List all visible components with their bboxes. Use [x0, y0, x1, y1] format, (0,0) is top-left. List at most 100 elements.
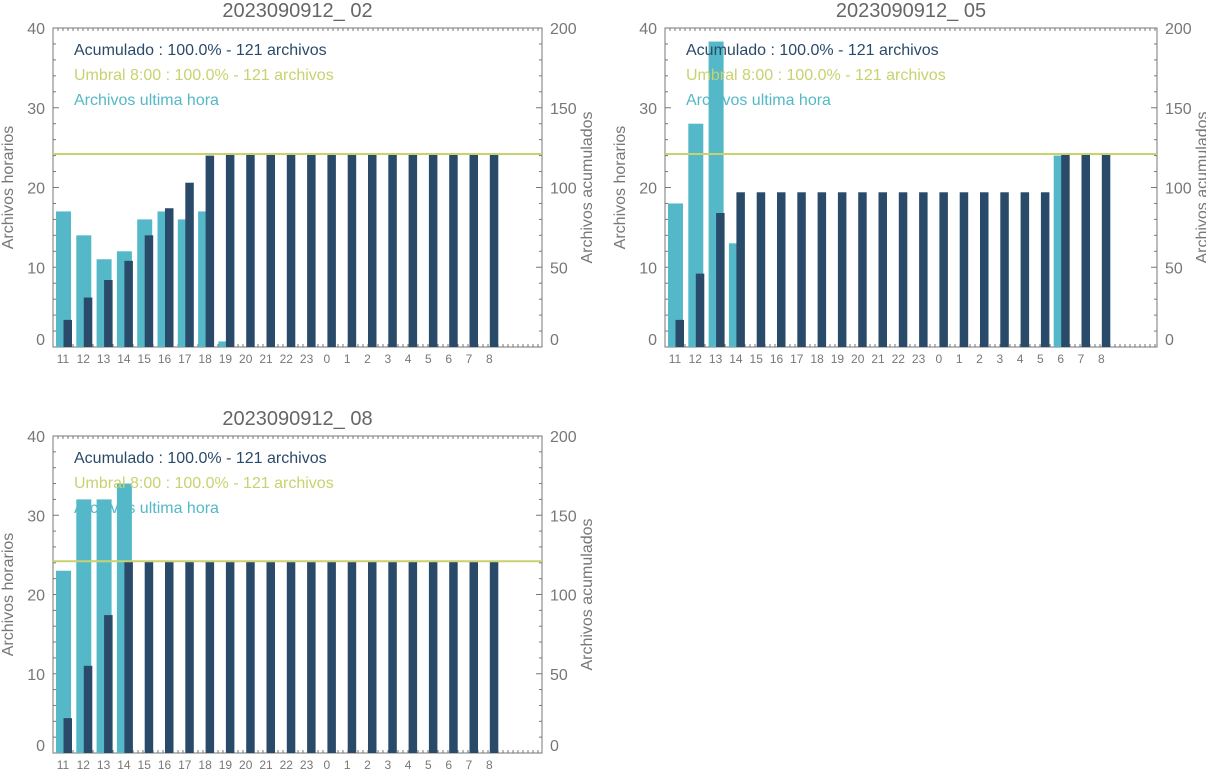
bar-cumulative	[347, 561, 357, 753]
bar-cumulative	[368, 561, 377, 753]
bar-cumulative	[83, 297, 93, 347]
bar-cumulative	[225, 154, 235, 347]
x-tick-label: 12	[77, 758, 91, 771]
x-tick-label: 14	[729, 352, 743, 366]
bar-cumulative	[83, 665, 93, 753]
y-tick-label-left: 30	[27, 508, 45, 525]
bar-cumulative	[1020, 192, 1030, 347]
x-tick-label: 21	[259, 758, 273, 771]
x-tick-label: 23	[300, 352, 314, 366]
y-tick-label-right: 200	[550, 429, 577, 446]
x-tick-label: 6	[445, 352, 452, 366]
bar-hourly	[56, 211, 71, 347]
x-tick-label: 0	[324, 352, 331, 366]
bar-cumulative	[307, 561, 316, 753]
x-tick-label: 15	[138, 352, 152, 366]
x-tick-label: 16	[770, 352, 784, 366]
x-tick-label: 6	[1057, 352, 1064, 366]
bar-cumulative	[1101, 154, 1111, 347]
chart-title: 2023090912_ 02	[222, 0, 372, 22]
bar-cumulative	[756, 192, 766, 347]
bar-cumulative	[1040, 192, 1050, 347]
x-tick-label: 8	[486, 758, 493, 771]
y-tick-label-left: 40	[27, 21, 45, 38]
x-tick-label: 18	[810, 352, 824, 366]
bar-hourly	[56, 570, 71, 753]
x-tick-label: 19	[219, 758, 233, 771]
y-axis-label-left: Archivos horarios	[0, 533, 17, 657]
x-tick-label: 0	[324, 758, 331, 771]
x-tick-label: 1	[344, 352, 351, 366]
y-tick-label-left: 40	[639, 21, 657, 38]
x-tick-label: 23	[912, 352, 926, 366]
x-tick-label: 5	[425, 758, 432, 771]
y-tick-label-left: 0	[648, 332, 657, 349]
x-tick-label: 22	[280, 352, 294, 366]
y-axis-label-right: Archivos acumulados	[579, 111, 596, 263]
legend-entry: Archivos ultima hora	[686, 92, 831, 109]
y-tick-label-right: 50	[550, 667, 568, 684]
legend-entry: Acumulado : 100.0% - 121 archivos	[686, 42, 939, 59]
y-tick-label-right: 200	[1165, 21, 1192, 38]
bar-cumulative	[286, 154, 296, 347]
bar-cumulative	[388, 154, 397, 347]
bar-cumulative	[1061, 154, 1070, 347]
bar-cumulative	[63, 319, 72, 347]
x-tick-label: 21	[871, 352, 885, 366]
bar-cumulative	[878, 192, 887, 347]
legend-entry: Umbral 8:00 : 100.0% - 121 archivos	[74, 67, 334, 84]
x-tick-label: 21	[259, 352, 273, 366]
y-tick-label-right: 100	[550, 181, 577, 198]
bar-cumulative	[449, 561, 458, 753]
bar-cumulative	[246, 561, 255, 753]
x-tick-label: 18	[198, 758, 212, 771]
bar-cumulative	[124, 561, 133, 753]
y-tick-label-left: 10	[27, 667, 45, 684]
x-tick-label: 7	[466, 758, 473, 771]
x-tick-label: 17	[178, 758, 192, 771]
y-axis-label-left: Archivos horarios	[0, 126, 17, 250]
bar-cumulative	[165, 208, 174, 347]
bar-cumulative	[489, 154, 499, 347]
chart-title: 2023090912_ 05	[836, 0, 986, 22]
bar-cumulative	[124, 260, 133, 347]
x-tick-label: 3	[384, 352, 391, 366]
bar-cumulative	[225, 561, 235, 753]
x-tick-label: 13	[97, 758, 111, 771]
bar-cumulative	[408, 561, 418, 753]
x-tick-label: 13	[709, 352, 723, 366]
bar-cumulative	[266, 154, 275, 347]
y-axis-label-right: Archivos acumulados	[1194, 111, 1206, 263]
bar-cumulative	[736, 192, 745, 347]
x-tick-label: 22	[892, 352, 906, 366]
bar-cumulative	[675, 319, 684, 347]
y-tick-label-left: 20	[27, 181, 45, 198]
y-tick-label-left: 30	[27, 101, 45, 118]
x-tick-label: 0	[936, 352, 943, 366]
y-tick-label-right: 200	[550, 21, 577, 38]
y-tick-label-left: 20	[639, 181, 657, 198]
bar-cumulative	[695, 273, 705, 347]
bar-cumulative	[368, 154, 377, 347]
y-tick-label-right: 150	[550, 101, 577, 118]
x-tick-label: 23	[300, 758, 314, 771]
x-tick-label: 12	[689, 352, 703, 366]
bar-cumulative	[428, 561, 438, 753]
x-tick-label: 7	[1078, 352, 1085, 366]
bar-cumulative	[327, 561, 336, 753]
x-tick-label: 13	[97, 352, 111, 366]
x-tick-label: 11	[669, 352, 682, 366]
y-tick-label-right: 50	[1165, 260, 1183, 277]
bar-cumulative	[980, 192, 989, 347]
bar-hourly	[668, 203, 683, 347]
bar-cumulative	[286, 561, 296, 753]
y-tick-label-right: 150	[550, 508, 577, 525]
bar-cumulative	[246, 154, 255, 347]
bar-cumulative	[144, 235, 154, 347]
x-tick-label: 2	[364, 352, 371, 366]
bar-cumulative	[959, 192, 969, 347]
x-tick-label: 22	[280, 758, 294, 771]
